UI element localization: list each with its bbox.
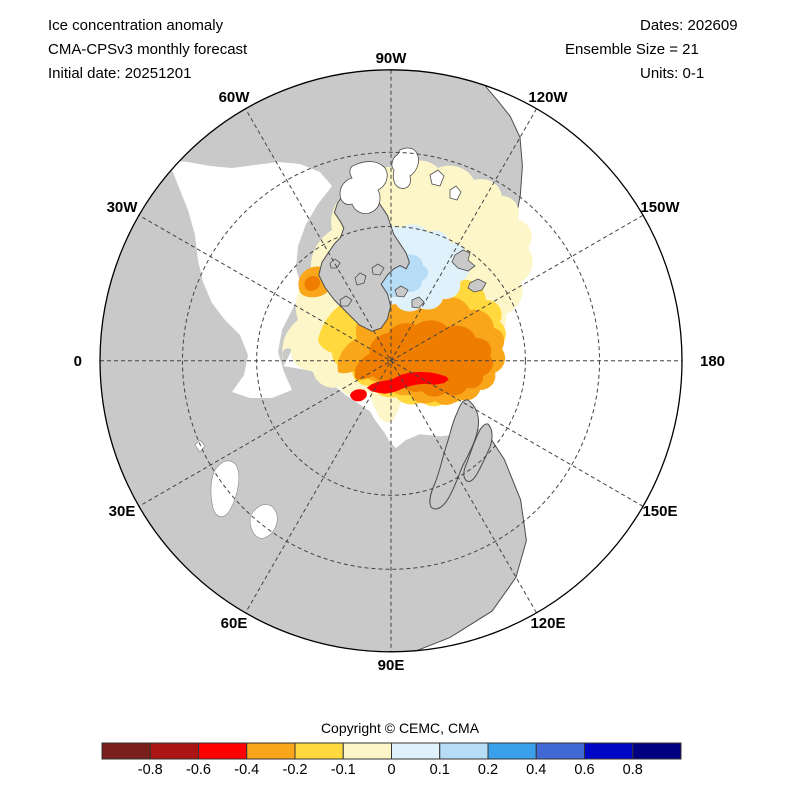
svg-text:0: 0 [387,762,395,778]
svg-text:-0.1: -0.1 [331,762,356,778]
svg-text:0.1: 0.1 [430,762,450,778]
svg-text:0.8: 0.8 [623,762,643,778]
svg-text:-0.8: -0.8 [138,762,163,778]
svg-text:0.2: 0.2 [478,762,498,778]
svg-text:0.4: 0.4 [526,762,546,778]
svg-text:-0.6: -0.6 [186,762,211,778]
svg-text:0.6: 0.6 [574,762,594,778]
svg-text:-0.2: -0.2 [283,762,308,778]
svg-text:-0.4: -0.4 [234,762,259,778]
